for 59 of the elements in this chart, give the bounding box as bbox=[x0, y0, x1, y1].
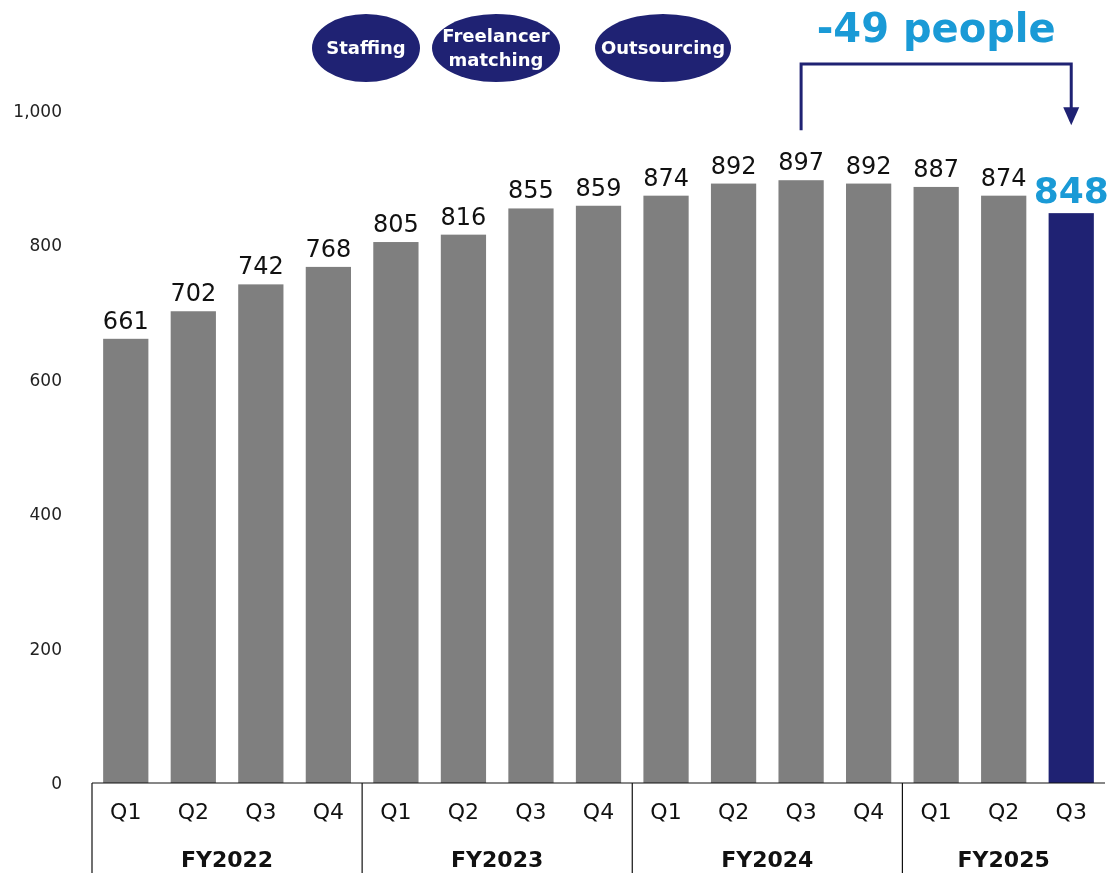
bar bbox=[643, 195, 689, 783]
x-tick-label: Q2 bbox=[177, 799, 209, 824]
x-tick-label: Q3 bbox=[515, 799, 547, 824]
x-tick-label: Q1 bbox=[650, 799, 682, 824]
text: FY2023 bbox=[451, 847, 544, 872]
x-tick-label: Q4 bbox=[852, 799, 885, 824]
text: Freelancer matching bbox=[442, 25, 550, 71]
data-label: 874 bbox=[980, 163, 1027, 192]
bar bbox=[981, 195, 1027, 783]
x-tick-label: Q3 bbox=[1055, 799, 1087, 824]
x-tick-label: Q3 bbox=[785, 799, 817, 824]
data-label: 859 bbox=[575, 173, 622, 202]
bar bbox=[373, 242, 419, 783]
x-tick-label: Q1 bbox=[920, 799, 952, 824]
data-label: 816 bbox=[440, 202, 487, 231]
text: Outsourcing bbox=[600, 37, 726, 59]
x-tick-label: Q1 bbox=[380, 799, 412, 824]
bar bbox=[440, 234, 487, 783]
y-tick-label: 0 bbox=[51, 772, 62, 793]
bar bbox=[575, 205, 622, 783]
y-tick-label: 1,000 bbox=[13, 100, 62, 121]
x-tick-label: Q4 bbox=[312, 799, 345, 824]
data-label: 897 bbox=[778, 148, 825, 177]
text: FY2024 bbox=[721, 847, 814, 872]
data-label: 702 bbox=[170, 279, 217, 308]
data-label: 892 bbox=[845, 151, 892, 180]
bar bbox=[170, 311, 216, 783]
text: -49 people bbox=[816, 5, 1056, 51]
data-label: 855 bbox=[508, 176, 554, 205]
bar bbox=[1048, 213, 1094, 783]
y-tick-label: 600 bbox=[29, 369, 62, 390]
y-tick-label: 400 bbox=[29, 504, 62, 525]
x-tick-label: Q4 bbox=[582, 799, 615, 824]
bar bbox=[305, 266, 351, 783]
data-label: 892 bbox=[710, 151, 757, 180]
bar bbox=[508, 208, 554, 783]
data-label: 742 bbox=[237, 252, 284, 281]
bar bbox=[913, 186, 959, 783]
y-tick-label: 200 bbox=[29, 638, 62, 659]
data-label: 768 bbox=[305, 234, 352, 263]
bar bbox=[846, 183, 892, 783]
data-label: 805 bbox=[372, 210, 419, 239]
text: FY2025 bbox=[957, 847, 1050, 872]
y-tick-label: 800 bbox=[29, 235, 62, 256]
x-tick-label: Q1 bbox=[110, 799, 142, 824]
bar bbox=[238, 284, 284, 783]
data-label: 661 bbox=[102, 306, 149, 335]
text: FY2022 bbox=[180, 847, 274, 872]
data-label: 887 bbox=[913, 154, 960, 183]
data-label: 874 bbox=[643, 163, 689, 192]
x-tick-label: Q2 bbox=[717, 799, 750, 824]
x-tick-label: Q3 bbox=[245, 799, 277, 824]
x-tick-label: Q2 bbox=[447, 799, 480, 824]
text: Staffing bbox=[326, 37, 406, 59]
bar bbox=[710, 183, 757, 783]
bar bbox=[778, 180, 824, 783]
x-tick-label: Q2 bbox=[988, 799, 1020, 824]
data-label: 848 bbox=[1033, 170, 1109, 212]
bar bbox=[103, 338, 149, 783]
